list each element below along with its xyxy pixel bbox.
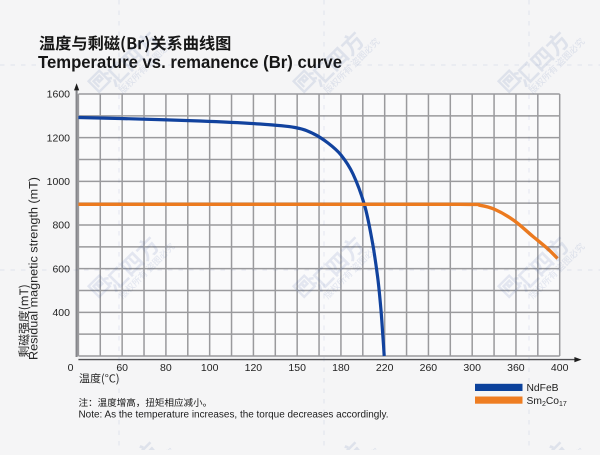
svg-text:600: 600 — [52, 263, 70, 275]
svg-text:360: 360 — [507, 362, 525, 374]
svg-text:150: 150 — [288, 362, 306, 374]
svg-text:100: 100 — [201, 362, 219, 374]
svg-text:1200: 1200 — [47, 132, 71, 144]
svg-text:400: 400 — [52, 307, 70, 319]
svg-text:1600: 1600 — [47, 89, 71, 101]
svg-text:Note: As the temperature incre: Note: As the temperature increases, the … — [79, 409, 389, 420]
svg-text:1000: 1000 — [47, 176, 71, 188]
svg-text:NdFeB: NdFeB — [527, 383, 559, 394]
svg-text:300: 300 — [463, 362, 481, 374]
svg-text:180: 180 — [332, 362, 350, 374]
svg-text:Sm2Co17: Sm2Co17 — [527, 396, 567, 408]
svg-text:0: 0 — [68, 362, 74, 374]
svg-text:260: 260 — [420, 362, 438, 374]
svg-text:60: 60 — [116, 362, 128, 374]
svg-text:Temperature vs. remanence (Br): Temperature vs. remanence (Br) curve — [38, 52, 342, 72]
svg-text:400: 400 — [551, 362, 569, 374]
svg-text:80: 80 — [160, 362, 172, 374]
svg-text:Residual magnetic strength (mT: Residual magnetic strength (mT) — [29, 177, 41, 360]
svg-text:120: 120 — [245, 362, 263, 374]
svg-text:220: 220 — [376, 362, 394, 374]
svg-text:800: 800 — [52, 220, 70, 232]
